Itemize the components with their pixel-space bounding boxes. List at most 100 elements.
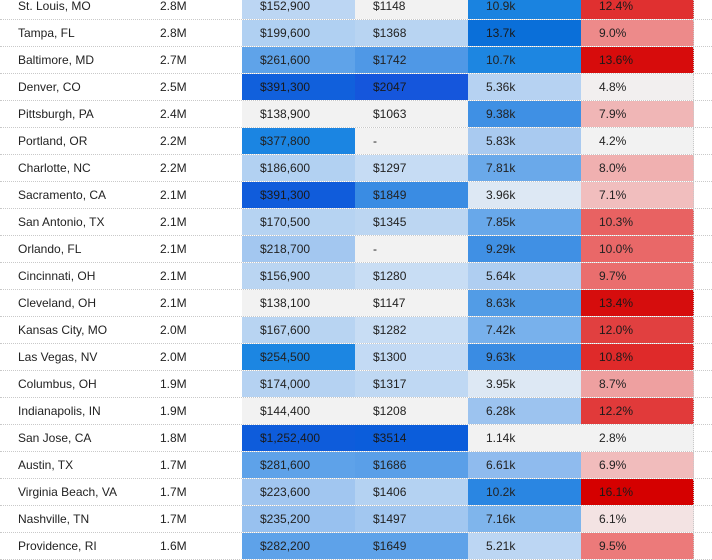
home-value-cell: $156,900 bbox=[242, 263, 355, 289]
population-cell: 2.8M bbox=[160, 26, 187, 40]
rent-cell: $2047 bbox=[355, 74, 468, 100]
population-cell: 2.0M bbox=[160, 323, 187, 337]
city-cell: Portland, OR bbox=[18, 134, 88, 148]
income-cell: 7.85k bbox=[468, 209, 581, 235]
poverty-cell: 12.0% bbox=[581, 317, 694, 343]
income-cell: 5.83k bbox=[468, 128, 581, 154]
table-row: San Antonio, TX 2.1M $170,500 $1345 7.85k 10.… bbox=[0, 209, 712, 236]
home-value-cell: $261,600 bbox=[242, 47, 355, 73]
rent-cell: $1497 bbox=[355, 506, 468, 532]
table-row: San Jose, CA 1.8M $1,252,400 $3514 1.14k 2.8% bbox=[0, 425, 712, 452]
population-cell: 2.8M bbox=[160, 0, 187, 13]
income-cell: 10.7k bbox=[468, 47, 581, 73]
population-cell: 2.5M bbox=[160, 80, 187, 94]
poverty-cell: 9.7% bbox=[581, 263, 694, 289]
city-cell: Kansas City, MO bbox=[18, 323, 108, 337]
home-value-cell: $391,300 bbox=[242, 74, 355, 100]
population-cell: 1.8M bbox=[160, 431, 187, 445]
city-cell: San Antonio, TX bbox=[18, 215, 105, 229]
poverty-cell: 10.0% bbox=[581, 236, 694, 262]
rent-cell: $1063 bbox=[355, 101, 468, 127]
rent-cell: $1148 bbox=[355, 0, 468, 19]
table-row: Indianapolis, IN 1.9M $144,400 $1208 6.28k 12… bbox=[0, 398, 712, 425]
income-cell: 9.29k bbox=[468, 236, 581, 262]
income-cell: 6.28k bbox=[468, 398, 581, 424]
table-row: Cincinnati, OH 2.1M $156,900 $1280 5.64k 9.7% bbox=[0, 263, 712, 290]
city-cell: Columbus, OH bbox=[18, 377, 97, 391]
city-cell: Cincinnati, OH bbox=[18, 269, 96, 283]
rent-cell: $1742 bbox=[355, 47, 468, 73]
poverty-cell: 9.0% bbox=[581, 20, 694, 46]
home-value-cell: $138,100 bbox=[242, 290, 355, 316]
population-cell: 1.7M bbox=[160, 485, 187, 499]
income-cell: 8.63k bbox=[468, 290, 581, 316]
poverty-cell: 12.4% bbox=[581, 0, 694, 19]
table-row: Providence, RI 1.6M $282,200 $1649 5.21k 9.5% bbox=[0, 533, 712, 560]
income-cell: 10.2k bbox=[468, 479, 581, 505]
income-cell: 10.9k bbox=[468, 0, 581, 19]
rent-cell: $1686 bbox=[355, 452, 468, 478]
income-cell: 5.64k bbox=[468, 263, 581, 289]
table-row: Portland, OR 2.2M $377,800-5.83k 4.2% bbox=[0, 128, 712, 155]
population-cell: 1.9M bbox=[160, 404, 187, 418]
table-row: Pittsburgh, PA 2.4M $138,900 $1063 9.38k 7.9% bbox=[0, 101, 712, 128]
population-cell: 2.1M bbox=[160, 188, 187, 202]
home-value-cell: $223,600 bbox=[242, 479, 355, 505]
population-cell: 2.7M bbox=[160, 53, 187, 67]
income-cell: 9.63k bbox=[468, 344, 581, 370]
home-value-cell: $186,600 bbox=[242, 155, 355, 181]
home-value-cell: $1,252,400 bbox=[242, 425, 355, 451]
table-row: Virginia Beach, VA 1.7M $223,600 $1406 10.2k… bbox=[0, 479, 712, 506]
rent-cell: $1317 bbox=[355, 371, 468, 397]
population-cell: 2.2M bbox=[160, 161, 187, 175]
city-cell: Indianapolis, IN bbox=[18, 404, 101, 418]
city-cell: Nashville, TN bbox=[18, 512, 90, 526]
poverty-cell: 6.1% bbox=[581, 506, 694, 532]
home-value-cell: $377,800 bbox=[242, 128, 355, 154]
poverty-cell: 2.8% bbox=[581, 425, 694, 451]
table-row: Austin, TX 1.7M $281,600 $1686 6.61k 6.9% bbox=[0, 452, 712, 479]
income-cell: 5.21k bbox=[468, 533, 581, 559]
home-value-cell: $152,900 bbox=[242, 0, 355, 19]
table-row: Orlando, FL 2.1M $218,700-9.29k 10.0% bbox=[0, 236, 712, 263]
city-cell: Virginia Beach, VA bbox=[18, 485, 117, 499]
city-cell: Cleveland, OH bbox=[18, 296, 97, 310]
population-cell: 2.1M bbox=[160, 269, 187, 283]
population-cell: 2.1M bbox=[160, 215, 187, 229]
home-value-cell: $144,400 bbox=[242, 398, 355, 424]
income-cell: 1.14k bbox=[468, 425, 581, 451]
home-value-cell: $138,900 bbox=[242, 101, 355, 127]
poverty-cell: 6.9% bbox=[581, 452, 694, 478]
table-row: Columbus, OH 1.9M $174,000 $1317 3.95k 8.7% bbox=[0, 371, 712, 398]
city-cell: Las Vegas, NV bbox=[18, 350, 98, 364]
home-value-cell: $281,600 bbox=[242, 452, 355, 478]
poverty-cell: 7.1% bbox=[581, 182, 694, 208]
poverty-cell: 4.2% bbox=[581, 128, 694, 154]
poverty-cell: 10.8% bbox=[581, 344, 694, 370]
rent-cell: $1849 bbox=[355, 182, 468, 208]
city-cell: Orlando, FL bbox=[18, 242, 82, 256]
population-cell: 1.7M bbox=[160, 512, 187, 526]
rent-cell: - bbox=[355, 128, 468, 154]
city-cell: Sacramento, CA bbox=[18, 188, 107, 202]
table-row: Denver, CO 2.5M $391,300 $2047 5.36k 4.8% bbox=[0, 74, 712, 101]
poverty-cell: 7.9% bbox=[581, 101, 694, 127]
poverty-cell: 8.7% bbox=[581, 371, 694, 397]
poverty-cell: 12.2% bbox=[581, 398, 694, 424]
home-value-cell: $391,300 bbox=[242, 182, 355, 208]
rent-cell: $1297 bbox=[355, 155, 468, 181]
rent-cell: $1208 bbox=[355, 398, 468, 424]
table-row: Charlotte, NC 2.2M $186,600 $1297 7.81k 8.0% bbox=[0, 155, 712, 182]
table-row: Nashville, TN 1.7M $235,200 $1497 7.16k 6.1% bbox=[0, 506, 712, 533]
income-cell: 7.42k bbox=[468, 317, 581, 343]
rent-cell: $1300 bbox=[355, 344, 468, 370]
table-row: Kansas City, MO 2.0M $167,600 $1282 7.42k 12.… bbox=[0, 317, 712, 344]
home-value-cell: $282,200 bbox=[242, 533, 355, 559]
poverty-cell: 8.0% bbox=[581, 155, 694, 181]
poverty-cell: 13.4% bbox=[581, 290, 694, 316]
poverty-cell: 13.6% bbox=[581, 47, 694, 73]
population-cell: 1.9M bbox=[160, 377, 187, 391]
population-cell: 2.4M bbox=[160, 107, 187, 121]
table-row: Cleveland, OH 2.1M $138,100 $1147 8.63k 13.4% bbox=[0, 290, 712, 317]
